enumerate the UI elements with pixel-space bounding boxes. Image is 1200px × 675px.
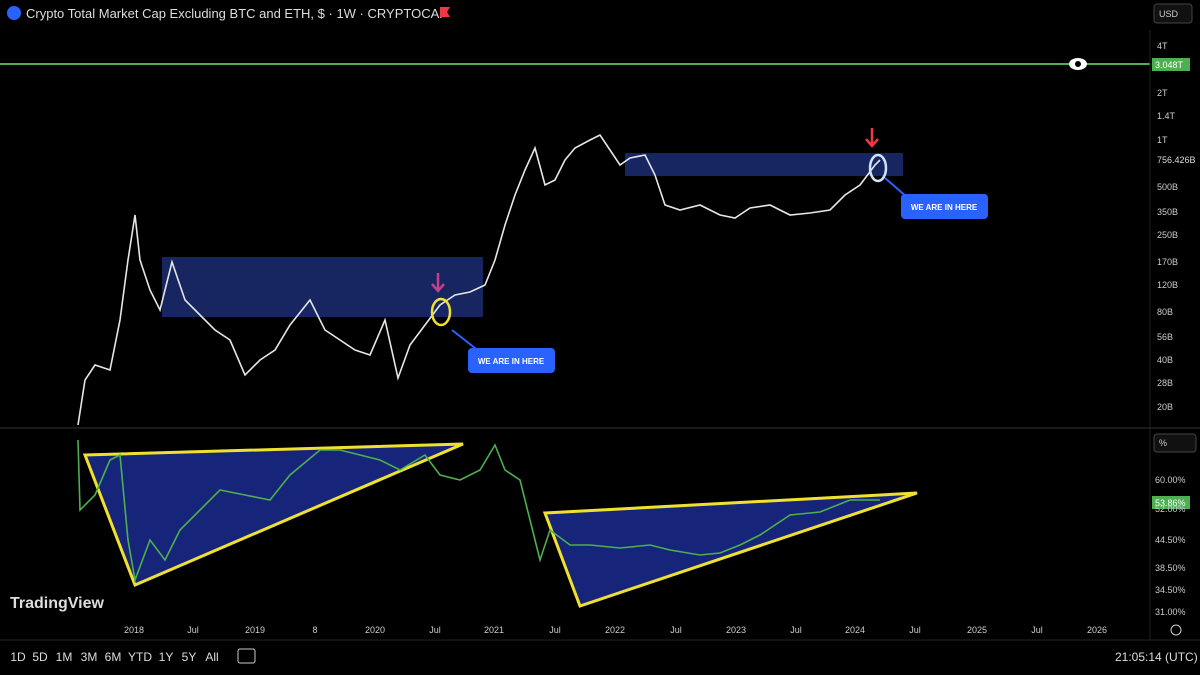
time-tick-label: Jul: [670, 625, 682, 635]
currency-button[interactable]: [1153, 3, 1193, 24]
chart-title: Crypto Total Market Cap Excluding BTC an…: [26, 6, 448, 21]
range-button[interactable]: 5Y: [182, 650, 197, 664]
time-tick-label: 2024: [845, 625, 865, 635]
zone-box: [162, 257, 483, 317]
range-button[interactable]: 1Y: [159, 650, 174, 664]
date-range-icon[interactable]: [237, 648, 256, 664]
highlight-circle: [430, 297, 452, 327]
callout-text: WE ARE IN HERE: [478, 357, 545, 366]
time-tick-label: 2018: [124, 625, 144, 635]
triangle-pattern: [542, 491, 918, 608]
percent-tag-text: 53.86%: [1155, 498, 1186, 508]
zone-box: [625, 153, 903, 176]
symbol-icon: [7, 6, 21, 20]
price-tick-label: 28B: [1157, 378, 1173, 388]
price-tick-label: 56B: [1157, 332, 1173, 342]
range-button[interactable]: YTD: [128, 650, 152, 664]
time-tick-label: Jul: [187, 625, 199, 635]
price-tick-label: 4T: [1157, 41, 1168, 51]
flag-icon: [440, 7, 450, 17]
time-tick-label: Jul: [549, 625, 561, 635]
triangle-pattern: [82, 442, 464, 587]
level-tag-text: 3.048T: [1155, 60, 1184, 70]
price-tick-label: 500B: [1157, 182, 1178, 192]
time-tick-label: 8: [312, 625, 317, 635]
percent-tick-label: 38.50%: [1155, 563, 1186, 573]
unit-label: %: [1159, 438, 1167, 448]
callout-text: WE ARE IN HERE: [911, 203, 978, 212]
currency-label: USD: [1159, 9, 1179, 19]
percent-tag: [1152, 496, 1190, 509]
highlight-circle: [868, 153, 888, 183]
price-tick-label: 170B: [1157, 257, 1178, 267]
price-tick-label: 120B: [1157, 280, 1178, 290]
arrow: [865, 128, 879, 148]
price-tick-label: 1T: [1157, 135, 1168, 145]
clock: 21:05:14 (UTC): [1115, 650, 1198, 664]
callout: [468, 348, 555, 373]
time-tick-label: 2022: [605, 625, 625, 635]
time-tick-label: Jul: [790, 625, 802, 635]
time-tick-label: 2025: [967, 625, 987, 635]
range-button[interactable]: 3M: [81, 650, 98, 664]
time-tick-label: Jul: [429, 625, 441, 635]
price-tick-label: 40B: [1157, 355, 1173, 365]
range-button[interactable]: 6M: [105, 650, 122, 664]
price-tick-label: 2T: [1157, 88, 1168, 98]
percent-tick-label: 34.50%: [1155, 585, 1186, 595]
range-button[interactable]: 5D: [32, 650, 48, 664]
price-tag-text: 756.426B: [1157, 155, 1196, 165]
callout: [901, 194, 988, 219]
price-candles: [77, 133, 881, 426]
percent-tick-label: 60.00%: [1155, 475, 1186, 485]
percent-tick-label: 44.50%: [1155, 535, 1186, 545]
unit-button[interactable]: [1153, 433, 1197, 453]
time-tick-label: Jul: [909, 625, 921, 635]
range-button[interactable]: All: [205, 650, 218, 664]
arrow: [431, 273, 445, 293]
percent-tick-label: 31.00%: [1155, 607, 1186, 617]
time-tick-label: Jul: [1031, 625, 1043, 635]
time-tick-label: 2019: [245, 625, 265, 635]
time-tick-label: 2023: [726, 625, 746, 635]
price-tick-label: 350B: [1157, 207, 1178, 217]
price-tick-label: 80B: [1157, 307, 1173, 317]
level-tag: [1152, 58, 1190, 71]
time-tick-label: 2020: [365, 625, 385, 635]
dominance-candles: [77, 439, 880, 584]
time-tick-label: 2021: [484, 625, 504, 635]
eye-pupil: [1075, 61, 1081, 67]
price-tick-label: 1.4T: [1157, 111, 1176, 121]
percent-tick-label: 52.00%: [1155, 504, 1186, 514]
price-tick-label: 20B: [1157, 402, 1173, 412]
settings-icon[interactable]: [1170, 624, 1182, 636]
range-button[interactable]: 1M: [56, 650, 73, 664]
logo: TradingView: [10, 595, 105, 612]
time-tick-label: 2026: [1087, 625, 1107, 635]
price-tick-label: 250B: [1157, 230, 1178, 240]
range-button[interactable]: 1D: [10, 650, 26, 664]
